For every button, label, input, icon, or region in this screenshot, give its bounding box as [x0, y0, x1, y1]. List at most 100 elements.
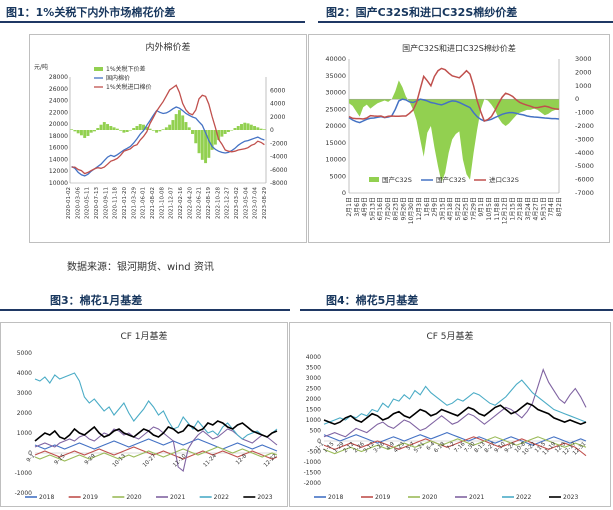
chart1-x-tick: 2020-07-13	[94, 187, 100, 219]
chart1-spread-bar	[200, 130, 204, 160]
chart1-right-tick: 2000	[270, 114, 285, 121]
chart1-legend-domestic: 国内棉价	[106, 74, 130, 82]
chart2-x-tick: 6月16日	[377, 197, 384, 220]
chart2-left-tick: 40000	[325, 55, 346, 63]
chart3-panel: CF 1月基差 -2000 -1000 0 1000 2000 3000 4000 5000 9-…	[0, 322, 288, 507]
chart1-right-tick: -6000	[270, 167, 288, 174]
chart1-spread-bar	[223, 130, 227, 134]
chart3-y-tick: 4000	[17, 370, 32, 377]
chart2-x-tick: 11月8日	[494, 197, 501, 220]
chart2-panel: 国产C32S和进口C32S棉纱价差 0 5000 10000 15000 20000 250…	[308, 34, 610, 243]
chart1-spread-bar	[128, 130, 132, 131]
chart3-legend-2020: 2020	[126, 494, 141, 501]
fig4-title-rule	[300, 309, 613, 311]
fig2-title-rule	[318, 21, 613, 23]
chart2-x-tick: 4月18日	[447, 197, 454, 220]
chart2-x-tick: 10月30日	[408, 197, 415, 224]
chart2-x-tick: 8月23日	[393, 197, 400, 220]
chart2-x-tick: 4月27日	[533, 197, 540, 220]
chart4-x-tick: 7-2	[446, 441, 457, 452]
chart1-x-tick: 2021-10-08	[159, 187, 165, 219]
chart2-right-tick: -7000	[575, 189, 594, 197]
chart1-x-tick: 2021-03-29	[131, 187, 137, 219]
chart1-spread-bar	[148, 128, 152, 130]
chart2-x-tick: 9月26日	[400, 197, 407, 220]
chart1-spread-bar	[253, 126, 257, 130]
chart2-x-tick: 5月22日	[455, 197, 462, 220]
chart2-line-2	[348, 67, 560, 122]
chart1-spread-bar	[249, 124, 253, 130]
chart4-line-2020	[323, 436, 587, 455]
chart2-legend-spread: 国产C32S	[382, 175, 412, 184]
chart1-right-tick: -4000	[270, 154, 288, 161]
chart2-x-tick: 2月1日	[346, 197, 353, 217]
chart1-x-tick: 2020-03-06	[75, 187, 81, 219]
chart1-spread-bar	[142, 124, 145, 130]
chart2-left-tick: 25000	[325, 105, 346, 113]
chart3-line-2020	[34, 446, 278, 462]
chart4-x-tick: 4-9	[385, 441, 396, 452]
chart2-left-tick: 10000	[325, 156, 346, 164]
chart2-x-tick: 3月6日	[354, 197, 361, 217]
chart1-left-tick: 26000	[49, 86, 68, 93]
chart2-x-tick: 8月2日	[556, 197, 563, 217]
chart1-legend-import: 1%关税进口棉价	[106, 83, 152, 91]
chart2-x-tick: 4月9日	[362, 197, 369, 217]
chart4-legend-2019: 2019	[375, 494, 390, 501]
chart2-x-tick: 10月5日	[486, 197, 493, 220]
chart2-x-tick: 5月31日	[540, 197, 547, 220]
chart3-svg: CF 1月基差 -2000 -1000 0 1000 2000 3000 4000 5000 9-…	[15, 330, 279, 501]
fig3-label: 图3：	[50, 294, 80, 307]
chart2-x-tick: 1月15日	[509, 197, 516, 220]
chart3-line-2022	[34, 372, 278, 440]
chart2-x-tick: 2月18日	[517, 197, 524, 220]
chart4-y-tick: 2000	[306, 396, 321, 403]
source-note: 数据来源：银河期货、wind 资讯	[67, 262, 214, 273]
chart2-x-tick: 7月29日	[470, 197, 477, 220]
chart2-x-tick: 5月13日	[369, 197, 376, 220]
chart1-panel: 内外棉价差 元/吨 10000 12000 14000 16000 18000 20000 22…	[29, 34, 307, 243]
chart1-spread-bar	[125, 130, 129, 132]
fig3-title-rule	[0, 309, 290, 311]
chart1-line-1	[71, 106, 265, 177]
chart3-line-2018	[34, 438, 278, 452]
chart1-spread-bar	[96, 128, 100, 130]
chart3-y-tick: 0	[28, 450, 32, 457]
fig4-title: 图4：棉花5月基差	[326, 292, 418, 308]
chart2-x-tick: 12月3日	[416, 197, 423, 220]
chart1-spread-bar	[233, 128, 237, 130]
chart2-right-tick: 3000	[575, 55, 592, 63]
chart1-spread-bar	[220, 130, 224, 137]
chart4-y-tick: -500	[307, 449, 321, 456]
chart2-right-tick: 1000	[575, 82, 592, 90]
chart1-x-tick: 2021-01-20	[122, 187, 128, 219]
chart1-x-tick: 2021-06-01	[141, 187, 147, 219]
chart1-spread-bar	[171, 120, 175, 130]
chart4-line-2021	[323, 368, 587, 438]
fig4-label: 图4：	[326, 294, 356, 307]
chart1-spread-bar	[207, 130, 211, 158]
chart4-y-tick: -1500	[304, 470, 322, 477]
fig3-title: 图3：棉花1月基差	[50, 292, 142, 308]
chart2-right-tick: -2000	[575, 122, 594, 130]
chart1-left-tick: 12000	[49, 168, 68, 175]
chart3-y-tick: 5000	[17, 350, 32, 357]
chart2-legend-import: 进口C32S	[489, 176, 519, 184]
chart2-right-tick: 2000	[575, 68, 592, 76]
chart1-spread-bar	[73, 130, 77, 132]
chart3-legend-2022: 2022	[214, 494, 229, 501]
chart1-right-tick: 6000	[270, 87, 285, 94]
chart3-x-tick: 12-8	[235, 453, 248, 466]
chart1-line-2	[71, 84, 265, 175]
chart1-left-tick: 18000	[49, 133, 68, 140]
chart3-line-2023	[34, 420, 278, 442]
chart1-x-tick: 2021-08-02	[150, 187, 156, 219]
chart1-spread-bar	[262, 129, 266, 130]
chart1-spread-bar	[197, 130, 201, 154]
chart2-right-tick: -3000	[575, 135, 594, 143]
chart4-line-2018	[323, 432, 587, 446]
chart2-left-tick: 5000	[329, 172, 346, 180]
chart2-legend-domestic: 国产C32S	[436, 175, 466, 184]
chart1-spread-bar	[226, 130, 230, 132]
chart3-legend-2018: 2018	[39, 494, 54, 501]
